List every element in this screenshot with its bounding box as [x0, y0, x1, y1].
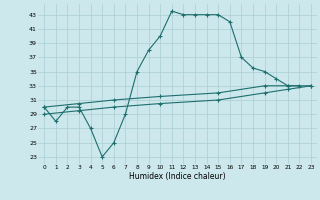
X-axis label: Humidex (Indice chaleur): Humidex (Indice chaleur)	[129, 172, 226, 181]
